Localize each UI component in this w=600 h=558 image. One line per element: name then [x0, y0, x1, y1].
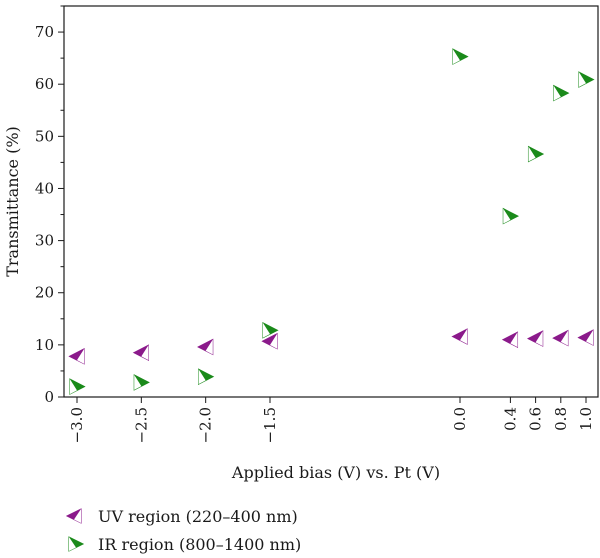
scatter-chart: 0 10 20 30 40 50 60 70 −3.0 −2.5 −2.0 −1.5 0.0 0.4 0.6…: [3, 5, 599, 482]
uv-point: [132, 344, 149, 362]
ir-point: [69, 378, 86, 395]
legend-item-ir: IR region (800–1400 nm): [62, 530, 301, 558]
legend-label-ir: IR region (800–1400 nm): [98, 534, 302, 554]
ir-marker-icon: [68, 536, 85, 552]
uv-point: [261, 332, 278, 350]
ir-point: [133, 374, 150, 391]
x-tick-label: −2.5: [132, 407, 150, 443]
y-tick-label: 70: [35, 23, 54, 41]
legend: UV region (220–400 nm) IR region (800–14…: [62, 502, 301, 558]
y-axis-title: Transmittance (%): [3, 126, 22, 277]
plot-frame: [63, 5, 599, 398]
x-tick-label: −2.0: [197, 407, 215, 443]
uv-point: [501, 331, 519, 348]
y-tick-label: 20: [35, 284, 54, 302]
x-tick-label: 0.6: [527, 407, 545, 431]
legend-item-uv: UV region (220–400 nm): [62, 502, 301, 530]
y-tick-label: 30: [35, 232, 54, 250]
uv-point: [552, 329, 569, 347]
x-axis-title: Applied bias (V) vs. Pt (V): [231, 463, 440, 482]
uv-marker-icon: [65, 508, 82, 524]
ir-point: [452, 48, 469, 65]
ir-point: [502, 207, 519, 225]
y-tick-label: 60: [35, 75, 54, 93]
uv-point: [577, 329, 594, 346]
ir-point: [527, 145, 545, 163]
uv-point: [527, 330, 544, 347]
uv-point: [197, 338, 214, 356]
ir-point: [578, 71, 595, 88]
ir-point: [198, 368, 215, 385]
x-tick-label: 1.0: [577, 407, 595, 431]
x-tick-label: −3.0: [68, 407, 86, 443]
ir-point: [553, 84, 570, 102]
y-tick-label: 0: [44, 388, 54, 406]
y-tick-label: 50: [35, 127, 54, 145]
x-tick-label: 0.0: [451, 407, 469, 431]
x-tick-label: 0.4: [501, 407, 519, 431]
x-tick-label: 0.8: [552, 407, 570, 431]
uv-point: [68, 348, 85, 365]
y-tick-label: 10: [35, 336, 54, 354]
uv-point: [451, 328, 468, 345]
ir-point: [262, 321, 279, 339]
legend-label-uv: UV region (220–400 nm): [98, 506, 298, 526]
x-tick-label: −1.5: [261, 407, 279, 443]
y-tick-label: 40: [35, 179, 54, 197]
